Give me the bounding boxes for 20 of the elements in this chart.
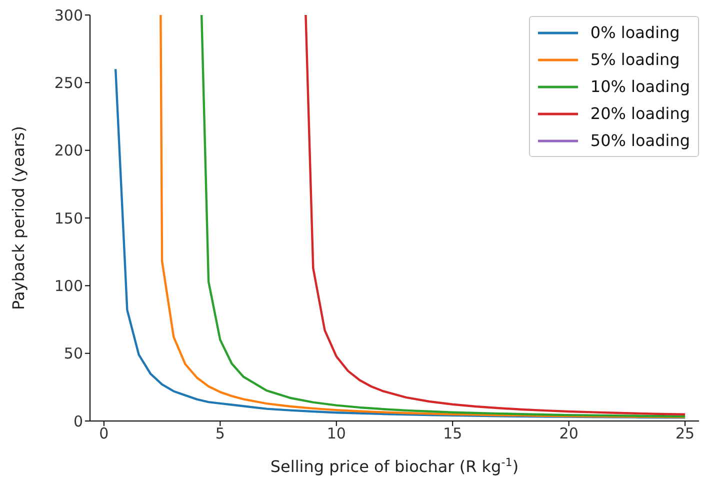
legend-label: 20% loading <box>590 103 690 125</box>
x-axis-title: Selling price of biochar (R kg$^{-1}$) <box>270 456 519 476</box>
x-tick-label: 20 <box>559 424 578 443</box>
y-tick-label: 200 <box>54 142 83 160</box>
x-tick-label: 25 <box>676 424 695 443</box>
y-axis-title: Payback period (years) <box>9 126 28 310</box>
y-tick-label: 150 <box>54 209 83 228</box>
x-tick-label: 0 <box>99 424 109 443</box>
x-tick-label: 5 <box>215 424 225 443</box>
y-tick-label: 300 <box>54 6 83 24</box>
y-tick-label: 50 <box>64 344 83 363</box>
legend-label: 0% loading <box>590 22 680 44</box>
legend-label: 5% loading <box>590 49 680 71</box>
x-tick-label: 15 <box>443 424 462 443</box>
y-tick-label: 0 <box>73 412 83 430</box>
legend-label: 50% loading <box>590 130 690 152</box>
y-tick-label: 100 <box>54 276 83 295</box>
y-tick-label: 250 <box>54 74 83 92</box>
x-tick-label: 10 <box>326 424 346 443</box>
legend-label: 10% loading <box>590 76 690 98</box>
